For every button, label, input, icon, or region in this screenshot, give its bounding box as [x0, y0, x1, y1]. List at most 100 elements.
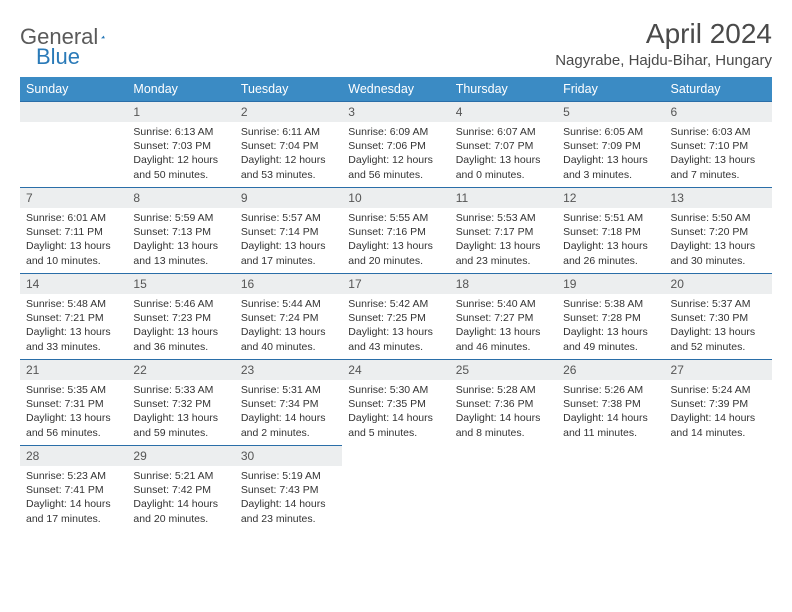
calendar-body: 1Sunrise: 6:13 AMSunset: 7:03 PMDaylight… [20, 101, 772, 531]
calendar-day-cell: 23Sunrise: 5:31 AMSunset: 7:34 PMDayligh… [235, 359, 342, 445]
calendar-day-cell: 16Sunrise: 5:44 AMSunset: 7:24 PMDayligh… [235, 273, 342, 359]
day-number: 18 [450, 273, 557, 294]
calendar-day-cell: 13Sunrise: 5:50 AMSunset: 7:20 PMDayligh… [665, 187, 772, 273]
day-number: 10 [342, 187, 449, 208]
calendar-day-cell [20, 101, 127, 187]
calendar-day-cell [342, 445, 449, 531]
day-content: Sunrise: 5:44 AMSunset: 7:24 PMDaylight:… [235, 294, 342, 358]
calendar-day-cell: 8Sunrise: 5:59 AMSunset: 7:13 PMDaylight… [127, 187, 234, 273]
day-content: Sunrise: 5:42 AMSunset: 7:25 PMDaylight:… [342, 294, 449, 358]
logo-text-2-wrap: Blue [36, 44, 80, 70]
day-number: 19 [557, 273, 664, 294]
weekday-header: Tuesday [235, 77, 342, 101]
calendar-day-cell: 26Sunrise: 5:26 AMSunset: 7:38 PMDayligh… [557, 359, 664, 445]
weekday-header: Wednesday [342, 77, 449, 101]
calendar-day-cell: 6Sunrise: 6:03 AMSunset: 7:10 PMDaylight… [665, 101, 772, 187]
day-number: 14 [20, 273, 127, 294]
day-content: Sunrise: 5:33 AMSunset: 7:32 PMDaylight:… [127, 380, 234, 444]
day-number: 16 [235, 273, 342, 294]
day-content: Sunrise: 5:21 AMSunset: 7:42 PMDaylight:… [127, 466, 234, 530]
calendar-week-row: 1Sunrise: 6:13 AMSunset: 7:03 PMDaylight… [20, 101, 772, 187]
calendar-day-cell: 2Sunrise: 6:11 AMSunset: 7:04 PMDaylight… [235, 101, 342, 187]
day-number: 25 [450, 359, 557, 380]
day-content: Sunrise: 5:40 AMSunset: 7:27 PMDaylight:… [450, 294, 557, 358]
calendar-day-cell: 18Sunrise: 5:40 AMSunset: 7:27 PMDayligh… [450, 273, 557, 359]
day-content: Sunrise: 5:51 AMSunset: 7:18 PMDaylight:… [557, 208, 664, 272]
calendar-day-cell: 4Sunrise: 6:07 AMSunset: 7:07 PMDaylight… [450, 101, 557, 187]
day-number: 23 [235, 359, 342, 380]
day-content: Sunrise: 5:55 AMSunset: 7:16 PMDaylight:… [342, 208, 449, 272]
day-content: Sunrise: 6:07 AMSunset: 7:07 PMDaylight:… [450, 122, 557, 186]
title-block: April 2024 Nagyrabe, Hajdu-Bihar, Hungar… [555, 18, 772, 69]
day-content: Sunrise: 5:26 AMSunset: 7:38 PMDaylight:… [557, 380, 664, 444]
day-content: Sunrise: 5:38 AMSunset: 7:28 PMDaylight:… [557, 294, 664, 358]
day-content: Sunrise: 5:48 AMSunset: 7:21 PMDaylight:… [20, 294, 127, 358]
day-number: 22 [127, 359, 234, 380]
weekday-header-row: SundayMondayTuesdayWednesdayThursdayFrid… [20, 77, 772, 101]
calendar-day-cell: 11Sunrise: 5:53 AMSunset: 7:17 PMDayligh… [450, 187, 557, 273]
month-title: April 2024 [555, 18, 772, 50]
weekday-header: Monday [127, 77, 234, 101]
day-number: 28 [20, 445, 127, 466]
day-content: Sunrise: 5:50 AMSunset: 7:20 PMDaylight:… [665, 208, 772, 272]
day-content: Sunrise: 5:53 AMSunset: 7:17 PMDaylight:… [450, 208, 557, 272]
day-content: Sunrise: 5:35 AMSunset: 7:31 PMDaylight:… [20, 380, 127, 444]
day-number: 1 [127, 101, 234, 122]
day-content: Sunrise: 6:01 AMSunset: 7:11 PMDaylight:… [20, 208, 127, 272]
day-content: Sunrise: 5:19 AMSunset: 7:43 PMDaylight:… [235, 466, 342, 530]
calendar-day-cell [557, 445, 664, 531]
day-number [20, 101, 127, 122]
day-number: 15 [127, 273, 234, 294]
calendar-day-cell: 25Sunrise: 5:28 AMSunset: 7:36 PMDayligh… [450, 359, 557, 445]
calendar-day-cell: 29Sunrise: 5:21 AMSunset: 7:42 PMDayligh… [127, 445, 234, 531]
day-number: 2 [235, 101, 342, 122]
day-number: 24 [342, 359, 449, 380]
calendar-day-cell: 15Sunrise: 5:46 AMSunset: 7:23 PMDayligh… [127, 273, 234, 359]
calendar-day-cell [450, 445, 557, 531]
calendar-day-cell: 27Sunrise: 5:24 AMSunset: 7:39 PMDayligh… [665, 359, 772, 445]
calendar-day-cell: 3Sunrise: 6:09 AMSunset: 7:06 PMDaylight… [342, 101, 449, 187]
calendar-day-cell: 28Sunrise: 5:23 AMSunset: 7:41 PMDayligh… [20, 445, 127, 531]
day-number: 20 [665, 273, 772, 294]
day-number: 29 [127, 445, 234, 466]
day-number: 8 [127, 187, 234, 208]
day-number: 11 [450, 187, 557, 208]
day-number: 21 [20, 359, 127, 380]
calendar-day-cell: 24Sunrise: 5:30 AMSunset: 7:35 PMDayligh… [342, 359, 449, 445]
calendar-day-cell: 14Sunrise: 5:48 AMSunset: 7:21 PMDayligh… [20, 273, 127, 359]
location: Nagyrabe, Hajdu-Bihar, Hungary [555, 52, 772, 69]
day-content: Sunrise: 5:23 AMSunset: 7:41 PMDaylight:… [20, 466, 127, 530]
calendar-week-row: 7Sunrise: 6:01 AMSunset: 7:11 PMDaylight… [20, 187, 772, 273]
calendar-day-cell: 12Sunrise: 5:51 AMSunset: 7:18 PMDayligh… [557, 187, 664, 273]
day-number: 4 [450, 101, 557, 122]
day-number: 9 [235, 187, 342, 208]
day-number: 7 [20, 187, 127, 208]
day-number: 13 [665, 187, 772, 208]
weekday-header: Saturday [665, 77, 772, 101]
day-content: Sunrise: 5:59 AMSunset: 7:13 PMDaylight:… [127, 208, 234, 272]
calendar-day-cell [665, 445, 772, 531]
day-content: Sunrise: 6:03 AMSunset: 7:10 PMDaylight:… [665, 122, 772, 186]
calendar-table: SundayMondayTuesdayWednesdayThursdayFrid… [20, 77, 772, 531]
day-content: Sunrise: 5:30 AMSunset: 7:35 PMDaylight:… [342, 380, 449, 444]
calendar-day-cell: 20Sunrise: 5:37 AMSunset: 7:30 PMDayligh… [665, 273, 772, 359]
calendar-week-row: 28Sunrise: 5:23 AMSunset: 7:41 PMDayligh… [20, 445, 772, 531]
calendar-day-cell: 22Sunrise: 5:33 AMSunset: 7:32 PMDayligh… [127, 359, 234, 445]
calendar-day-cell: 21Sunrise: 5:35 AMSunset: 7:31 PMDayligh… [20, 359, 127, 445]
day-number: 30 [235, 445, 342, 466]
calendar-week-row: 14Sunrise: 5:48 AMSunset: 7:21 PMDayligh… [20, 273, 772, 359]
weekday-header: Friday [557, 77, 664, 101]
calendar-day-cell: 17Sunrise: 5:42 AMSunset: 7:25 PMDayligh… [342, 273, 449, 359]
calendar-day-cell: 7Sunrise: 6:01 AMSunset: 7:11 PMDaylight… [20, 187, 127, 273]
day-number: 12 [557, 187, 664, 208]
day-number: 26 [557, 359, 664, 380]
day-content: Sunrise: 5:37 AMSunset: 7:30 PMDaylight:… [665, 294, 772, 358]
day-number: 27 [665, 359, 772, 380]
day-number: 3 [342, 101, 449, 122]
calendar-week-row: 21Sunrise: 5:35 AMSunset: 7:31 PMDayligh… [20, 359, 772, 445]
day-content: Sunrise: 6:13 AMSunset: 7:03 PMDaylight:… [127, 122, 234, 186]
day-content: Sunrise: 6:09 AMSunset: 7:06 PMDaylight:… [342, 122, 449, 186]
calendar-day-cell: 1Sunrise: 6:13 AMSunset: 7:03 PMDaylight… [127, 101, 234, 187]
calendar-day-cell: 30Sunrise: 5:19 AMSunset: 7:43 PMDayligh… [235, 445, 342, 531]
logo-text-2: Blue [36, 44, 80, 69]
